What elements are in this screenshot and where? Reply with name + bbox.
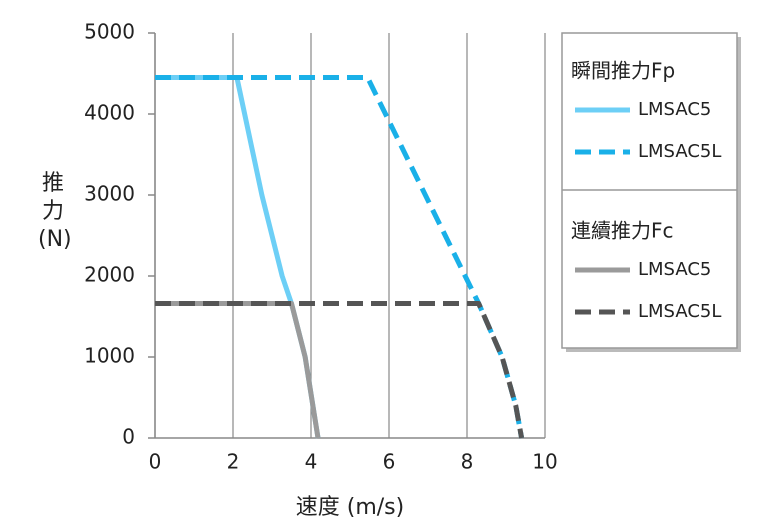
y-tick-label: 4000	[84, 101, 135, 125]
x-tick-label: 6	[383, 450, 396, 474]
y-tick-label: 5000	[84, 20, 135, 44]
legend-label: LMSAC5	[638, 259, 711, 280]
legend-title: 連續推力Fc	[571, 219, 674, 243]
legend-label: LMSAC5	[638, 99, 711, 120]
x-tick-label: 8	[461, 450, 474, 474]
x-tick-label: 0	[149, 450, 162, 474]
y-axis-label: 推力 (N)	[38, 171, 72, 252]
series-line	[155, 301, 525, 439]
x-tick-label: 10	[532, 450, 557, 474]
legend-label: LMSAC5L	[638, 141, 721, 162]
legend-title: 瞬間推力Fp	[571, 59, 675, 83]
series-line	[155, 75, 321, 439]
x-tick-label: 4	[305, 450, 318, 474]
y-tick-label: 1000	[84, 344, 135, 368]
y-tick-label: 0	[122, 425, 135, 449]
x-axis-label: 速度 (m/s)	[296, 495, 404, 520]
legend-label: LMSAC5L	[638, 301, 721, 322]
x-tick-label: 2	[227, 450, 240, 474]
y-tick-label: 2000	[84, 263, 135, 287]
y-tick-label: 3000	[84, 182, 135, 206]
series-line	[155, 301, 321, 439]
